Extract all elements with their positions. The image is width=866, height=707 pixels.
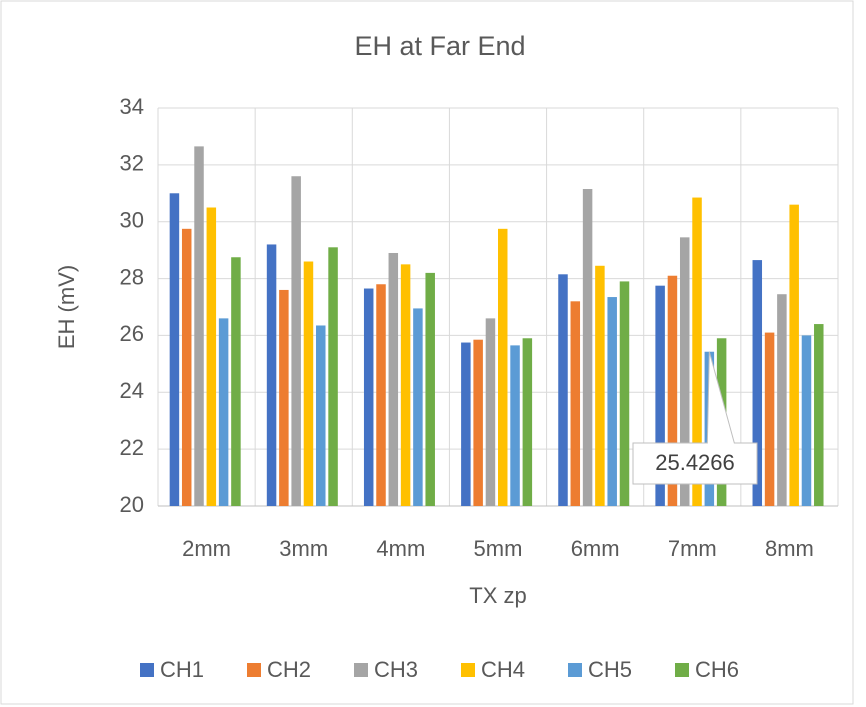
chart-title: EH at Far End xyxy=(354,31,525,61)
legend-swatch xyxy=(140,663,154,677)
bar xyxy=(752,260,763,506)
bar xyxy=(169,193,180,507)
bar xyxy=(266,244,277,506)
bar xyxy=(667,275,678,506)
bar xyxy=(558,274,568,506)
bar xyxy=(231,257,241,506)
bar xyxy=(789,204,799,506)
y-axis-title: EH (mV) xyxy=(54,265,79,349)
bar xyxy=(814,324,824,506)
bar xyxy=(498,228,508,507)
y-tick-label: 26 xyxy=(120,321,144,346)
legend-label: CH5 xyxy=(588,657,632,682)
y-tick-label: 32 xyxy=(120,151,144,176)
bar xyxy=(801,335,812,506)
bar xyxy=(425,272,435,506)
bar xyxy=(363,288,374,506)
bar xyxy=(400,264,411,506)
bar xyxy=(413,308,423,506)
bar xyxy=(194,146,204,506)
legend-swatch xyxy=(568,663,582,677)
x-tick-label: 5mm xyxy=(474,536,523,561)
y-tick-label: 34 xyxy=(120,94,144,119)
bar xyxy=(777,294,787,506)
legend-swatch xyxy=(354,663,368,677)
bar xyxy=(316,325,326,506)
bar xyxy=(510,345,520,506)
bar xyxy=(291,176,301,506)
bar xyxy=(595,265,605,506)
x-tick-label: 8mm xyxy=(765,536,814,561)
bar xyxy=(570,301,581,506)
x-tick-label: 4mm xyxy=(376,536,425,561)
bar xyxy=(764,332,775,506)
bar xyxy=(279,289,289,506)
y-tick-label: 20 xyxy=(120,492,144,517)
legend-label: CH1 xyxy=(160,657,204,682)
callout-box xyxy=(632,351,758,485)
data-label: 25.4266 xyxy=(655,450,735,475)
bar xyxy=(679,237,690,506)
bar xyxy=(206,207,217,506)
bar xyxy=(655,285,665,506)
bar xyxy=(376,284,386,506)
legend-swatch xyxy=(675,663,689,677)
bar xyxy=(388,252,399,506)
legend-label: CH4 xyxy=(481,657,525,682)
bar xyxy=(692,197,702,507)
x-tick-label: 7mm xyxy=(668,536,717,561)
bar xyxy=(303,261,314,506)
bar xyxy=(473,339,483,506)
legend-label: CH3 xyxy=(374,657,418,682)
y-tick-label: 28 xyxy=(120,264,144,289)
bar xyxy=(582,189,593,506)
y-tick-label: 22 xyxy=(120,435,144,460)
legend-label: CH2 xyxy=(267,657,311,682)
x-tick-label: 6mm xyxy=(571,536,620,561)
legend-swatch xyxy=(461,663,475,677)
x-axis-title: TX zp xyxy=(469,583,526,608)
bar xyxy=(607,297,617,506)
bar xyxy=(328,247,338,507)
legend-swatch xyxy=(247,663,261,677)
x-tick-label: 2mm xyxy=(182,536,231,561)
y-tick-label: 30 xyxy=(120,208,144,233)
bar xyxy=(522,338,533,506)
x-tick-label: 3mm xyxy=(279,536,328,561)
bar xyxy=(485,318,496,506)
bar xyxy=(619,281,630,506)
y-tick-label: 24 xyxy=(120,378,144,403)
bar xyxy=(181,228,192,507)
legend-label: CH6 xyxy=(695,657,739,682)
bar xyxy=(218,318,229,506)
bar xyxy=(461,342,471,506)
